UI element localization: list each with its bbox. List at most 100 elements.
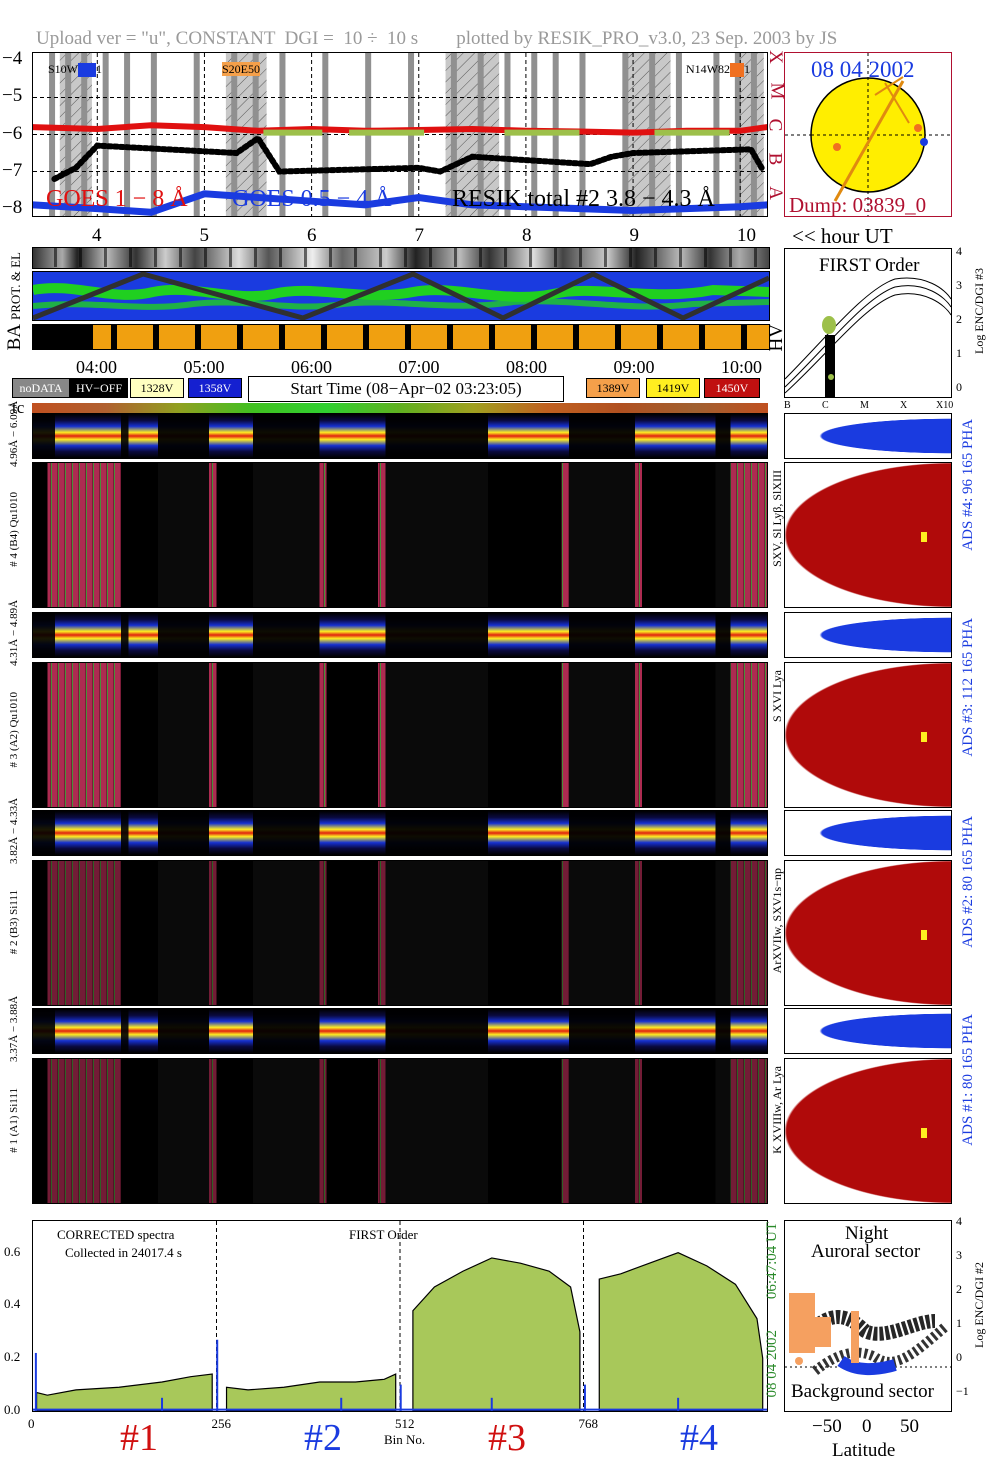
line-id-label: SXV, Sl Lyβ, SlXIII [770, 470, 784, 567]
hv-legend-item: 1389V [586, 378, 640, 398]
line-id-label: ArXVIIw, SXV1s−np [770, 868, 784, 974]
first-order-y-tick: 4 [956, 244, 962, 258]
ads-histogram [784, 860, 952, 1006]
region-tag-3: N14W82 1 [686, 62, 750, 78]
ads-marker [921, 732, 927, 742]
pha-strip [32, 413, 768, 459]
hv-legend-item: HV−OFF [70, 378, 128, 398]
first-order-x-tick: B [784, 400, 791, 411]
first-order-y-tick: 3 [956, 278, 962, 292]
gap-bar [49, 53, 56, 216]
time-tick: 05:00 [183, 357, 225, 377]
pha-strip-gaps [33, 1009, 767, 1053]
tc-label: tc [12, 398, 25, 417]
orbit-hour-tick: 10 [737, 225, 756, 246]
spectrum-order: FIRST Order [349, 1227, 418, 1242]
strip-ba [32, 324, 770, 350]
auroral-y-tick: 3 [956, 1248, 962, 1262]
tc-strip [32, 403, 768, 413]
time-tick: 10:00 [721, 357, 763, 377]
auroral-ylabel: Log ENC/DGI #2 [972, 1262, 986, 1348]
auroral-y-tick: 0 [956, 1350, 962, 1364]
gap-bar [252, 53, 259, 216]
pha-strip [32, 1008, 768, 1054]
ads-histogram [784, 462, 952, 608]
first-order-y-tick: 2 [956, 312, 962, 326]
spectrum-plot [33, 1221, 767, 1412]
orbit-hour-tick: 9 [629, 225, 640, 246]
region-1-swatch [78, 63, 96, 78]
region-s20e50-dot [833, 143, 841, 151]
first-order-title: FIRST Order [819, 255, 920, 276]
spectrum-x-tick: 256 [211, 1416, 232, 1431]
region-s10w-dot [920, 138, 928, 146]
ads-marker [921, 930, 927, 940]
channel-tag: #1 [120, 1417, 158, 1459]
auroral-x-tick: 0 [862, 1416, 872, 1437]
spectrum-y-tick: 0.2 [4, 1349, 21, 1365]
pha-profile-fill [785, 811, 951, 855]
goes-y-tick: −6 [2, 122, 23, 144]
auroral-plot [785, 1293, 951, 1376]
goes-legend-1: GOES 1 − 8 Å [46, 186, 188, 212]
first-order-ylabel: Log ENC/DGI #3 [972, 268, 986, 354]
goes-panel [32, 52, 768, 217]
spectrum-area [412, 1257, 581, 1412]
pha-wavelength-label: 4.31Å − 4.89Å [8, 599, 20, 666]
spectrogram-gaps [33, 1059, 767, 1203]
start-time-box: Start Time (08−Apr−02 03:23:05) [248, 376, 564, 402]
first-order-y-tick: 0 [956, 380, 962, 394]
goes-class-label: B [764, 152, 786, 166]
spectrogram [32, 860, 768, 1006]
sun-panel: 08 04 2002 Dump: 03839_0 [784, 52, 952, 217]
page-header: Upload ver = "u", CONSTANT DGI = 10 ÷ 10… [36, 28, 838, 49]
pha-profile [784, 810, 952, 856]
goes-plot [33, 53, 767, 216]
spectrum-side-date: 08 04 2002 [764, 1330, 780, 1398]
pha-wavelength-label: 4.96Å − 6.09Å [8, 400, 20, 467]
auroral-bottom: Background sector [791, 1381, 934, 1402]
goes-y-tick: −8 [2, 196, 23, 218]
goes-y-tick: −5 [2, 85, 23, 107]
goes-y-tick: −4 [2, 48, 23, 70]
channel-label: # 1 (A1) Si111 [8, 1088, 20, 1153]
spectrogram-gaps [33, 861, 767, 1005]
spectrum-area [35, 1373, 213, 1412]
hv-legend-item: 1358V [188, 378, 242, 398]
gap-bar [477, 53, 484, 216]
channel-tag: #2 [304, 1417, 342, 1459]
spectrum-x-tick: 0 [28, 1416, 35, 1431]
orbit-hour-tick: 5 [199, 225, 210, 246]
spectrum-x-tick: 512 [395, 1416, 415, 1431]
spectrum-y-tick: 0.0 [4, 1402, 21, 1417]
goes-class-label: C [764, 118, 786, 132]
hv-legend-item: 1419V [646, 378, 700, 398]
auroral-xlabel: Latitude [832, 1440, 896, 1461]
ads-histogram [784, 1058, 952, 1204]
strip-gray-ticks [32, 247, 768, 267]
goes-class-label: X [764, 50, 786, 64]
auroral-y-tick: 2 [956, 1282, 962, 1296]
auroral-title-1: Night [845, 1223, 889, 1244]
gap-bar [322, 53, 329, 216]
region-3-swatch [730, 63, 744, 78]
first-order-x-tick: X [900, 400, 908, 411]
pha-strip-gaps [33, 811, 767, 855]
pha-strip [32, 810, 768, 856]
auroral-title-2: Auroral sector [811, 1241, 921, 1262]
sun-dump: Dump: 03839_0 [789, 193, 927, 217]
spectrogram-gaps [33, 463, 767, 607]
goes-legend-3: RESIK total #2 3.8 − 4.3 Å [452, 186, 715, 212]
spectrogram [32, 462, 768, 608]
pha-profile-fill [785, 1009, 951, 1053]
ads-label: ADS #4: 96 165 PHA [960, 419, 976, 551]
gap-bar [231, 53, 238, 216]
auroral-x-tick: −50 [812, 1416, 842, 1437]
hv-legend-item: noDATA [12, 378, 70, 398]
prot-el-label: PROT. & EL [8, 252, 23, 321]
spectrogram-gaps [33, 663, 767, 807]
pha-strip-gaps [33, 414, 767, 458]
pha-strip [32, 612, 768, 658]
ads-label: ADS #1: 80 165 PHA [960, 1014, 976, 1146]
ads-label: ADS #2: 80 165 PHA [960, 816, 976, 948]
